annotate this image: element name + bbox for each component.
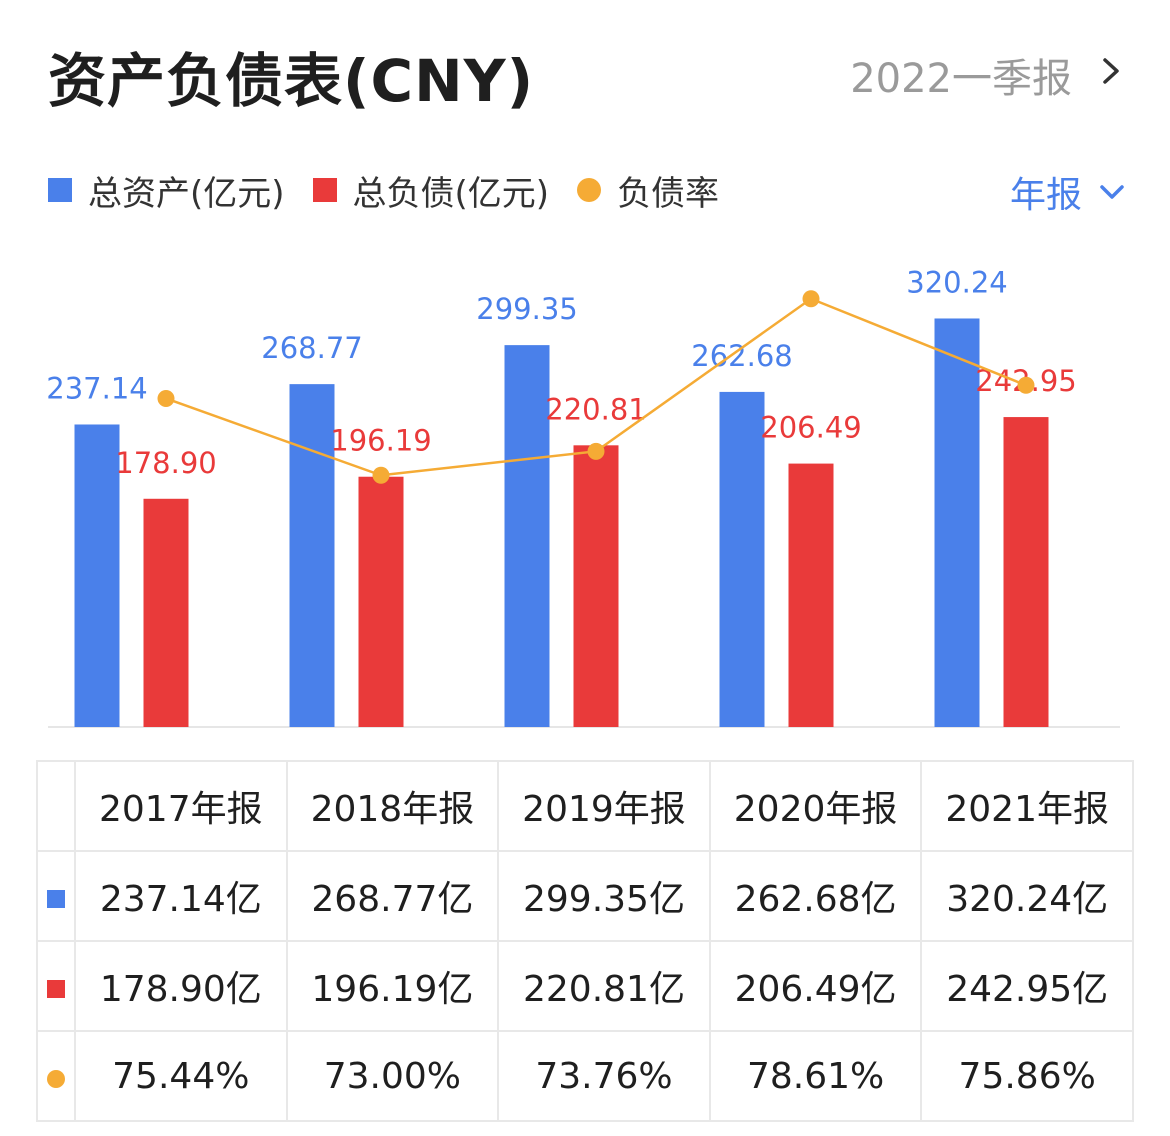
table-header-cell: 2019年报 — [497, 760, 711, 852]
table-cell: 320.24亿 — [920, 850, 1134, 942]
row-marker-square — [47, 889, 65, 908]
legend-swatch-square — [48, 178, 72, 202]
data-label-total-assets: 299.35 — [476, 292, 577, 326]
bar-total-assets — [934, 318, 980, 727]
bar-total-liabilities — [143, 498, 189, 727]
header: 资产负债表(CNY) 2022一季报 — [0, 0, 1170, 140]
chevron-right-icon[interactable] — [1096, 54, 1126, 88]
table-cell: 73.76% — [497, 1030, 711, 1122]
data-label-total-liabilities: 206.49 — [760, 411, 861, 445]
table-header-cell: 2017年报 — [74, 760, 288, 852]
table-header-cell: 2021年报 — [920, 760, 1134, 852]
data-label-total-assets: 320.24 — [906, 265, 1007, 299]
row-marker-cell — [36, 850, 76, 942]
table-cell: 206.49亿 — [708, 940, 923, 1032]
row-marker-dot — [47, 1069, 65, 1088]
chart-legend: 总资产(亿元) 总负债(亿元) 负债率 — [48, 166, 747, 214]
point-debt-ratio — [157, 389, 175, 407]
report-period-link[interactable]: 2022一季报 — [850, 56, 1072, 102]
table-cell: 220.81亿 — [497, 940, 711, 1032]
data-label-total-assets: 262.68 — [691, 339, 792, 373]
point-debt-ratio — [1017, 376, 1035, 394]
legend-label: 负债率 — [617, 173, 720, 214]
legend-label: 总资产(亿元) — [88, 173, 285, 214]
table-cell: 78.61% — [708, 1030, 923, 1122]
data-table: 2017年报 2018年报 2019年报 2020年报 2021年报 237.1… — [36, 760, 1134, 1122]
data-label-total-assets: 237.14 — [46, 371, 147, 405]
table-row-total-assets: 237.14亿 268.77亿 299.35亿 262.68亿 320.24亿 — [36, 850, 1134, 942]
table-cell: 75.86% — [920, 1030, 1134, 1122]
table-cell: 299.35亿 — [497, 850, 711, 942]
table-header-cell: 2020年报 — [708, 760, 923, 852]
row-marker-cell — [36, 1030, 76, 1122]
legend-label: 总负债(亿元) — [352, 173, 550, 214]
legend-swatch-dot — [577, 178, 602, 202]
period-type-label: 年报 — [1009, 175, 1082, 216]
legend-item-total-liabilities[interactable]: 总负债(亿元) — [312, 166, 550, 215]
row-marker-cell — [36, 940, 76, 1032]
table-corner-cell — [36, 760, 76, 852]
table-row-total-liabilities: 178.90亿 196.19亿 220.81亿 206.49亿 242.95亿 — [36, 940, 1134, 1032]
table-header-row: 2017年报 2018年报 2019年报 2020年报 2021年报 — [36, 760, 1134, 852]
period-type-dropdown[interactable]: 年报 — [1010, 166, 1126, 218]
legend-swatch-square — [312, 178, 337, 202]
table-cell: 262.68亿 — [708, 850, 923, 942]
data-label-total-liabilities: 178.90 — [115, 446, 216, 480]
table-cell: 237.14亿 — [74, 850, 288, 942]
bar-total-assets — [74, 424, 120, 727]
data-label-total-assets: 268.77 — [261, 331, 362, 365]
legend-item-total-assets[interactable]: 总资产(亿元) — [48, 166, 285, 215]
point-debt-ratio — [372, 466, 390, 484]
chevron-down-icon — [1100, 185, 1124, 199]
data-label-total-liabilities: 196.19 — [330, 424, 431, 458]
row-marker-square — [47, 979, 65, 998]
table-row-debt-ratio: 75.44% 73.00% 73.76% 78.61% 75.86% — [36, 1030, 1134, 1122]
legend-item-debt-ratio[interactable]: 负债率 — [577, 166, 719, 215]
table-cell: 73.00% — [285, 1030, 500, 1122]
table-cell: 196.19亿 — [285, 940, 500, 1032]
page-title: 资产负债表(CNY) — [48, 47, 535, 115]
balance-sheet-chart: 237.14 178.90 268.77 196.19 299.35 220.81 262.… — [46, 265, 1120, 728]
table-cell: 242.95亿 — [920, 940, 1134, 1032]
table-cell: 178.90亿 — [74, 940, 288, 1032]
table-header-cell: 2018年报 — [285, 760, 500, 852]
bar-total-liabilities — [1003, 417, 1049, 727]
bar-total-liabilities — [573, 445, 619, 727]
table-cell: 75.44% — [74, 1030, 288, 1122]
bar-total-assets — [289, 384, 335, 727]
data-label-total-liabilities: 220.81 — [545, 392, 646, 426]
point-debt-ratio — [587, 442, 605, 460]
point-debt-ratio — [802, 290, 820, 308]
bar-total-assets — [504, 345, 550, 727]
table-cell: 268.77亿 — [285, 850, 500, 942]
bar-total-liabilities — [788, 463, 834, 727]
bar-total-liabilities — [358, 476, 404, 727]
bar-total-assets — [719, 391, 765, 727]
